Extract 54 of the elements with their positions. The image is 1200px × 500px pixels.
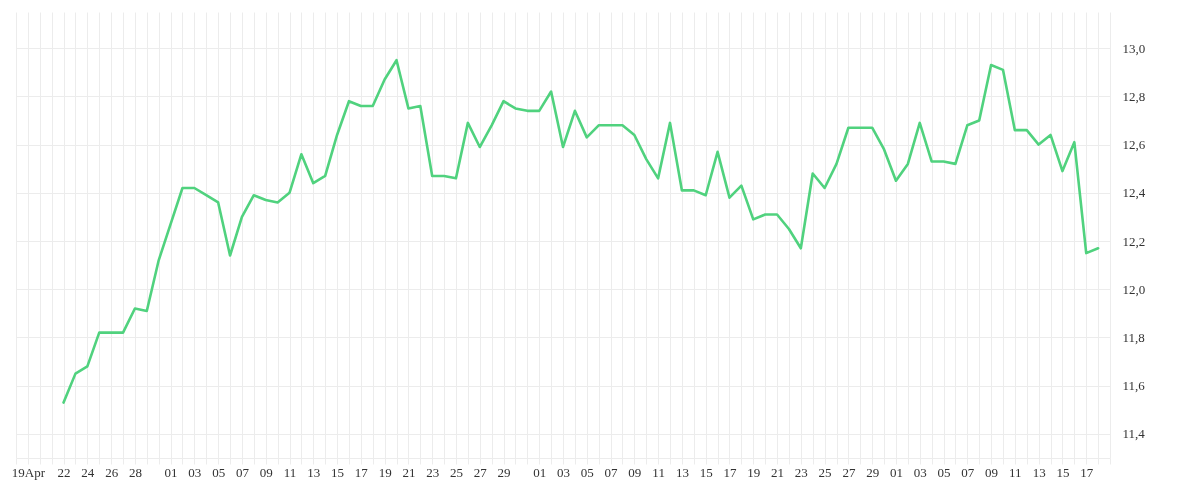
x-tick-label: 07 xyxy=(961,464,975,480)
y-tick-label: 12,2 xyxy=(1122,233,1146,249)
x-tick-label: 11 xyxy=(283,464,297,480)
x-tick-label: 13 xyxy=(675,464,689,480)
x-tick-label: 05 xyxy=(937,464,951,480)
x-tick-label: 23 xyxy=(426,464,440,480)
x-tick-label: 07 xyxy=(604,464,619,480)
x-tick-label: 09 xyxy=(259,464,273,480)
y-tick-label: 12,6 xyxy=(1122,137,1146,153)
x-tick-label: 07 xyxy=(235,464,250,480)
x-tick-label: 25 xyxy=(818,464,832,480)
x-tick-label: 27 xyxy=(842,464,856,480)
x-tick-label: 01 xyxy=(164,464,178,480)
x-tick-label: 05 xyxy=(580,464,594,480)
y-tick-label: 12,0 xyxy=(1122,281,1146,297)
x-tick-label: 03 xyxy=(913,464,927,480)
x-tick-label: 28 xyxy=(128,464,142,480)
x-tick-label: 05 xyxy=(212,464,226,480)
y-tick-label: 12,4 xyxy=(1122,185,1146,201)
x-tick-label: 26 xyxy=(105,464,119,480)
x-tick-label: 25 xyxy=(449,464,463,480)
x-tick-label: 15 xyxy=(699,464,713,480)
x-tick-label: 19 xyxy=(378,464,392,480)
x-tick-label: 24 xyxy=(81,464,95,480)
x-tick-label: 19 xyxy=(747,464,761,480)
x-tick-label: 27 xyxy=(473,464,488,480)
x-tick-label: 11 xyxy=(652,464,665,480)
x-tick-label: 29 xyxy=(866,464,880,480)
x-tick-label: 17 xyxy=(354,464,369,480)
y-tick-label: 13,0 xyxy=(1122,40,1146,56)
x-tick-label: 01 xyxy=(889,464,903,480)
y-tick-label: 11,4 xyxy=(1122,426,1146,442)
x-tick-label: 13 xyxy=(307,464,321,480)
x-tick-label: 15 xyxy=(331,464,345,480)
x-tick-label: 17 xyxy=(1080,464,1094,480)
x-tick-label: 23 xyxy=(794,464,808,480)
line-series xyxy=(62,58,1100,404)
x-tick-label: 21 xyxy=(771,464,785,480)
x-tick-label: 11 xyxy=(1009,464,1022,480)
x-tick-label: 29 xyxy=(497,464,511,480)
x-tick-label: 01 xyxy=(533,464,547,480)
y-tick-label: 11,6 xyxy=(1122,378,1146,394)
y-tick-label: 11,8 xyxy=(1122,329,1145,345)
x-tick-label: 09 xyxy=(985,464,999,480)
x-tick-label: 22 xyxy=(57,464,71,480)
x-tick-label: 03 xyxy=(557,464,570,480)
x-tick-label: 13 xyxy=(1032,464,1046,480)
x-tick-label: 09 xyxy=(628,464,642,480)
x-tick-label: 17 xyxy=(723,464,737,480)
x-tick-label: 19Apr xyxy=(11,464,46,480)
x-tick-label: 21 xyxy=(402,464,416,480)
y-tick-label: 12,8 xyxy=(1122,88,1146,104)
x-tick-label: 15 xyxy=(1056,464,1070,480)
x-tick-label: 03 xyxy=(188,464,202,480)
